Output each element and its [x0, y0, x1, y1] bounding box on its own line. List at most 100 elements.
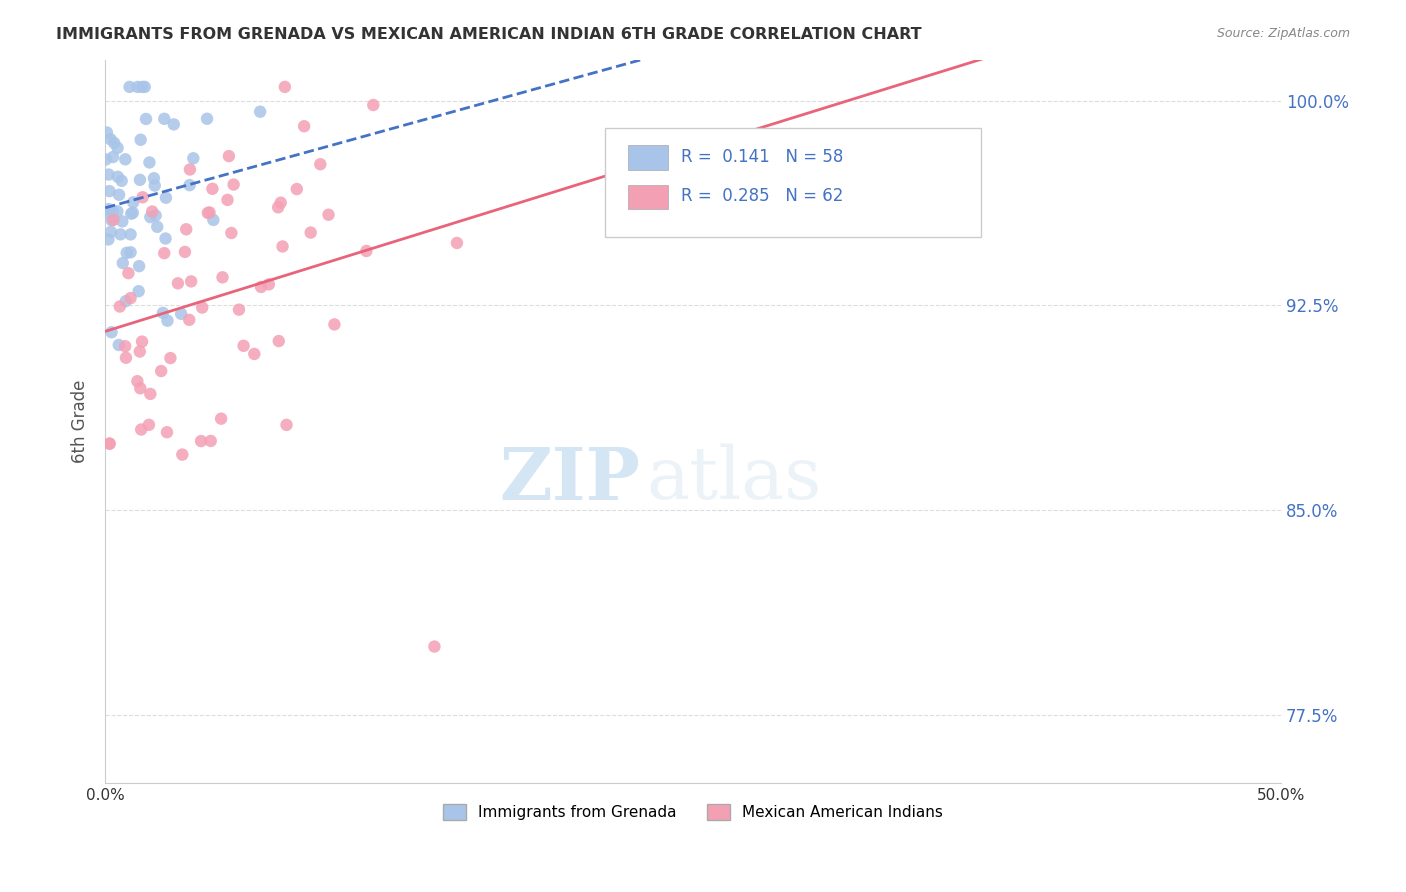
Point [108, 187, 131, 202]
Point [107, 169, 129, 184]
Point [285, 182, 308, 196]
Point [423, 640, 446, 654]
Legend: Immigrants from Grenada, Mexican American Indians: Immigrants from Grenada, Mexican America… [437, 797, 949, 826]
Point [120, 227, 142, 242]
Point [127, 374, 149, 388]
Point [143, 178, 166, 193]
Point [156, 314, 179, 328]
FancyBboxPatch shape [605, 128, 981, 237]
Point [139, 210, 162, 224]
Point [170, 307, 193, 321]
Text: ZIP: ZIP [499, 443, 640, 515]
Point [172, 448, 194, 462]
Point [150, 364, 173, 378]
Point [222, 178, 245, 192]
Point [190, 434, 212, 448]
Text: IMMIGRANTS FROM GRENADA VS MEXICAN AMERICAN INDIAN 6TH GRADE CORRELATION CHART: IMMIGRANTS FROM GRENADA VS MEXICAN AMERI… [56, 27, 922, 42]
Point [120, 245, 142, 260]
Point [131, 334, 153, 349]
Point [195, 112, 218, 126]
Point [250, 280, 273, 294]
Point [115, 351, 138, 365]
Point [131, 190, 153, 204]
Point [180, 274, 202, 288]
Point [153, 112, 176, 126]
Point [211, 270, 233, 285]
Point [276, 417, 298, 432]
Point [111, 256, 134, 270]
Point [201, 182, 224, 196]
Point [111, 214, 134, 228]
Point [271, 239, 294, 253]
Point [191, 301, 214, 315]
Point [118, 79, 141, 94]
Point [200, 434, 222, 448]
Point [98, 437, 121, 451]
Point [135, 112, 157, 126]
Point [198, 205, 221, 219]
Point [128, 259, 150, 273]
Point [309, 157, 332, 171]
Point [107, 141, 129, 155]
Text: R =  0.141   N = 58: R = 0.141 N = 58 [682, 147, 844, 166]
Point [96, 126, 118, 140]
Point [167, 277, 190, 291]
Point [139, 387, 162, 401]
Point [105, 204, 128, 219]
Point [100, 225, 122, 239]
Point [179, 178, 201, 193]
Point [114, 339, 136, 353]
Point [174, 244, 197, 259]
Point [249, 104, 271, 119]
Point [141, 204, 163, 219]
Point [159, 351, 181, 365]
Point [131, 79, 153, 94]
Point [202, 213, 225, 227]
Point [128, 344, 150, 359]
Point [155, 191, 177, 205]
Y-axis label: 6th Grade: 6th Grade [72, 380, 89, 463]
Point [122, 195, 145, 210]
Point [94, 205, 117, 219]
Point [107, 338, 129, 352]
Point [129, 381, 152, 395]
Point [142, 171, 165, 186]
Text: Source: ZipAtlas.com: Source: ZipAtlas.com [1216, 27, 1350, 40]
Point [98, 436, 121, 450]
Point [232, 339, 254, 353]
Point [121, 206, 143, 220]
Point [209, 411, 232, 425]
Point [243, 347, 266, 361]
Point [156, 425, 179, 440]
Point [323, 318, 346, 332]
Point [270, 195, 292, 210]
Point [120, 207, 142, 221]
Point [114, 153, 136, 167]
Point [179, 313, 201, 327]
Point [183, 151, 205, 165]
Point [274, 79, 297, 94]
Point [446, 235, 468, 250]
Point [110, 227, 132, 242]
FancyBboxPatch shape [628, 185, 668, 210]
Point [97, 232, 120, 246]
Point [134, 79, 156, 94]
Point [179, 162, 201, 177]
Point [127, 79, 149, 94]
Point [152, 306, 174, 320]
Point [129, 173, 152, 187]
Point [120, 291, 142, 305]
Point [117, 266, 139, 280]
Point [267, 334, 290, 348]
Point [101, 205, 124, 219]
Point [163, 117, 186, 131]
Point [145, 209, 167, 223]
Point [138, 417, 160, 432]
Text: atlas: atlas [645, 444, 821, 515]
Point [129, 423, 152, 437]
Point [138, 155, 160, 169]
Text: R =  0.285   N = 62: R = 0.285 N = 62 [682, 187, 844, 205]
FancyBboxPatch shape [628, 145, 668, 169]
Point [115, 245, 138, 260]
Point [100, 325, 122, 339]
